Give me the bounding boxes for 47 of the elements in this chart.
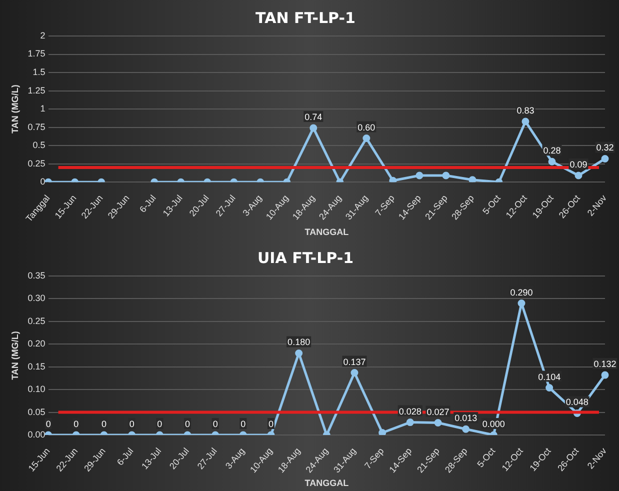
data-label: 0.000 <box>482 419 505 430</box>
data-label: 0.09 <box>570 160 588 170</box>
y-tick-label: 0.25 <box>28 158 46 168</box>
data-label: 0.137 <box>343 356 366 367</box>
y-tick-label: 0 <box>40 176 46 187</box>
data-label: 0 <box>129 419 134 430</box>
y-axis-title: TAN (MG/L) <box>10 331 20 380</box>
data-label: 0 <box>184 419 190 430</box>
data-label: 0 <box>101 419 106 430</box>
data-label: 0.74 <box>304 112 322 122</box>
y-tick-label: 1.25 <box>28 85 46 96</box>
y-tick-label: 0.05 <box>28 406 46 417</box>
data-label: 0.027 <box>426 406 450 417</box>
y-tick-label: 0.00 <box>28 430 46 440</box>
data-label: 0.83 <box>516 105 534 116</box>
data-label: 0 <box>268 419 274 430</box>
y-tick-label: 0.15 <box>28 361 46 372</box>
data-label: 0.290 <box>510 287 533 298</box>
data-label: 0 <box>212 419 218 430</box>
x-axis-title: TANGGAL <box>304 227 350 238</box>
y-tick-label: 1 <box>40 104 46 114</box>
y-tick-label: 1.5 <box>32 67 46 78</box>
chart-title: TAN FT-LP-1 <box>256 8 356 27</box>
data-label: 0.028 <box>398 406 422 416</box>
data-label: 0.104 <box>538 372 561 382</box>
data-label: 0.132 <box>594 359 616 370</box>
data-label: 0 <box>74 419 79 430</box>
y-tick-label: 0.35 <box>28 270 46 280</box>
y-tick-label: 0.30 <box>28 293 46 304</box>
y-tick-label: 0.10 <box>28 384 46 394</box>
x-axis-title: TANGGAL <box>304 478 350 488</box>
y-tick-label: 0.75 <box>28 122 46 132</box>
data-label: 0 <box>240 419 246 430</box>
y-tick-label: 0.5 <box>32 140 46 150</box>
data-label: 0.180 <box>288 337 310 348</box>
y-tick-label: 1.75 <box>28 48 46 59</box>
y-tick-label: 2 <box>40 30 46 40</box>
y-axis-title: TAN (MG/L) <box>10 84 20 134</box>
data-label: 0.28 <box>543 146 561 156</box>
chart-title: UIA FT-LP-1 <box>257 248 354 267</box>
data-label: 0.32 <box>596 142 614 153</box>
data-label: 0.60 <box>358 122 376 132</box>
y-tick-label: 0.25 <box>28 316 46 326</box>
data-label: 0 <box>157 419 162 430</box>
data-label: 0.048 <box>566 397 588 408</box>
y-tick-label: 0.20 <box>28 338 46 349</box>
data-label: 0.013 <box>454 413 478 424</box>
